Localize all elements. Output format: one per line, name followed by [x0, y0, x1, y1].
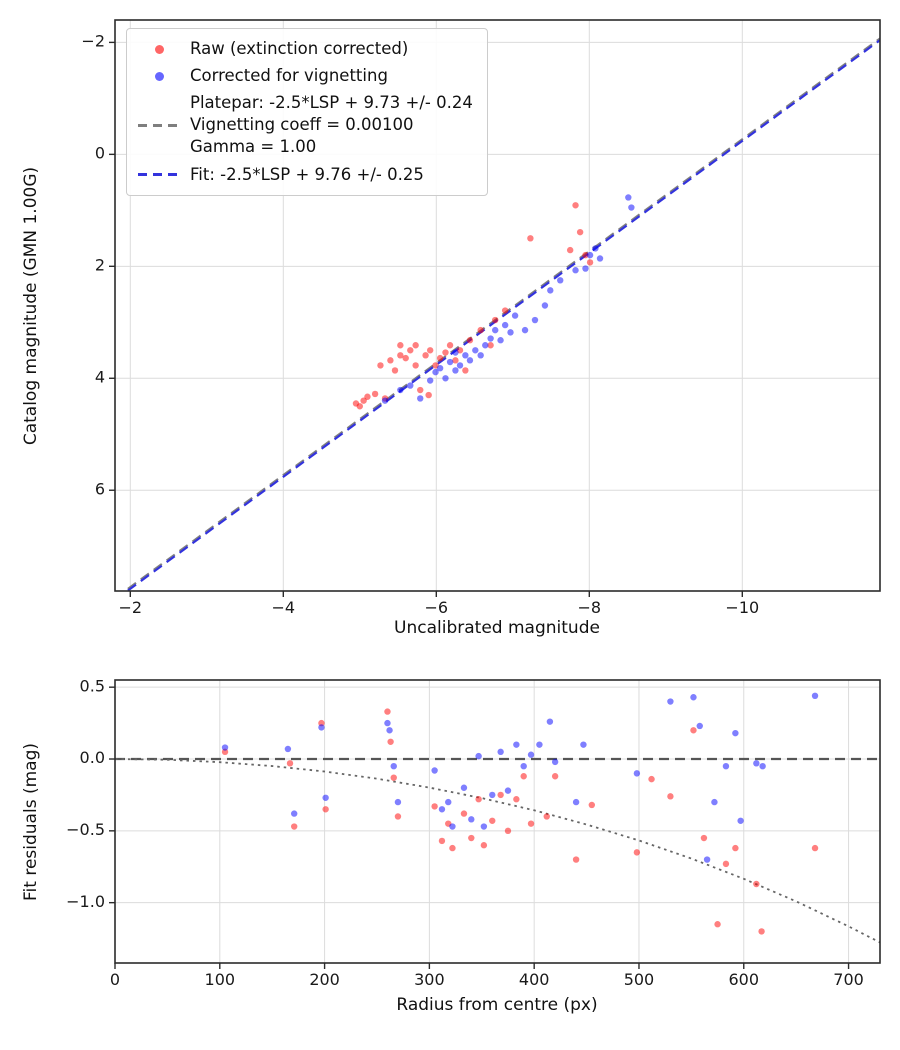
- legend: Raw (extinction corrected) Corrected for…: [126, 28, 488, 196]
- raw-scatter-marker-icon: [154, 44, 164, 54]
- legend-handle: [138, 44, 180, 54]
- top-yaxis-label: Catalog magnitude (GMN 1.00G): [21, 166, 41, 446]
- legend-label-platepar: Platepar: -2.5*LSP + 9.73 +/- 0.24 Vigne…: [190, 93, 473, 157]
- legend-handle: [138, 173, 180, 177]
- legend-label-vignetting: Corrected for vignetting: [190, 66, 388, 86]
- legend-item-raw: Raw (extinction corrected): [138, 38, 473, 60]
- legend-handle: [138, 123, 180, 127]
- legend-handle: [138, 71, 180, 81]
- legend-item-vignetting: Corrected for vignetting: [138, 65, 473, 87]
- legend-item-fit: Fit: -2.5*LSP + 9.76 +/- 0.25: [138, 164, 473, 186]
- legend-label-fit: Fit: -2.5*LSP + 9.76 +/- 0.25: [190, 164, 424, 184]
- platepar-dashed-line-icon: [138, 123, 180, 127]
- legend-item-platepar: Platepar: -2.5*LSP + 9.73 +/- 0.24 Vigne…: [138, 92, 473, 158]
- fit-dashed-line-icon: [138, 173, 180, 177]
- vignetting-scatter-marker-icon: [154, 71, 164, 81]
- top-xaxis-label: Uncalibrated magnitude: [394, 618, 600, 638]
- legend-label-raw: Raw (extinction corrected): [190, 39, 409, 58]
- bottom-yaxis-label: Fit residuals (mag): [21, 743, 41, 901]
- bottom-xaxis-label: Radius from centre (px): [396, 995, 598, 1015]
